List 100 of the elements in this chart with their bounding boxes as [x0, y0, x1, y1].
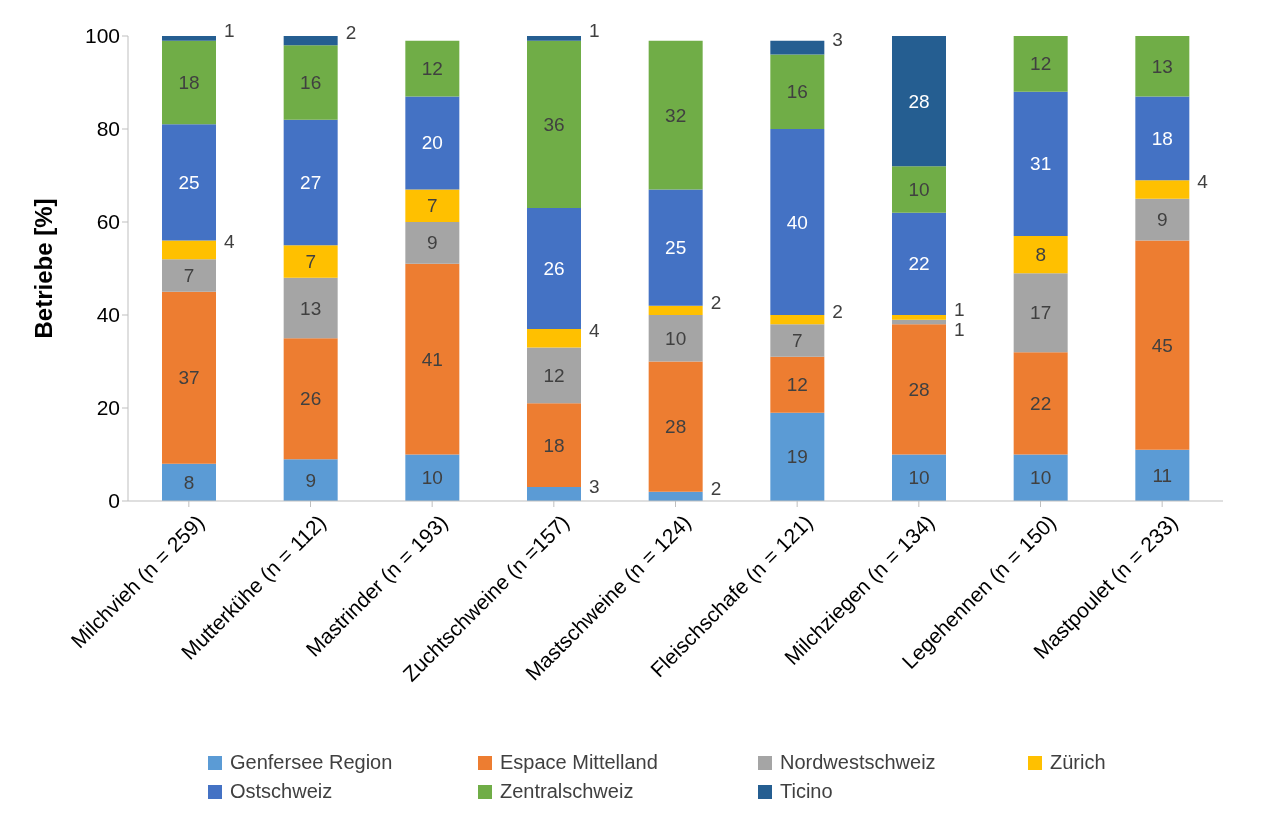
legend-label: Ostschweiz — [230, 780, 333, 803]
data-label: 8 — [183, 471, 195, 493]
data-label: 32 — [665, 104, 687, 126]
bar — [527, 208, 581, 329]
data-label: 16 — [786, 81, 808, 103]
bar — [1013, 352, 1068, 455]
bar — [1135, 96, 1190, 181]
data-label: 2 — [710, 477, 722, 499]
data-label: 10 — [665, 327, 687, 349]
bar — [283, 277, 338, 339]
bar — [283, 338, 338, 460]
data-label: 2 — [345, 22, 357, 44]
data-label: 25 — [665, 237, 687, 259]
bar — [405, 263, 460, 455]
bar — [1013, 454, 1068, 501]
data-label: 3 — [589, 475, 600, 497]
data-label: 7 — [792, 330, 803, 352]
legend-label: Zürich — [1050, 751, 1106, 774]
data-label: 12 — [421, 58, 443, 80]
data-label: 45 — [1151, 334, 1173, 356]
legend-label: Nordwestschweiz — [780, 751, 936, 774]
data-label: 1 — [954, 298, 965, 320]
data-label: 12 — [543, 364, 565, 386]
legend-label: Genfersee Region — [230, 751, 393, 774]
bar — [527, 347, 581, 404]
bar — [405, 189, 460, 222]
bar — [1135, 449, 1190, 501]
bar — [283, 45, 338, 120]
data-label: 7 — [427, 195, 438, 217]
data-label: 26 — [300, 388, 322, 410]
data-label: 7 — [183, 264, 195, 286]
bar — [892, 315, 946, 320]
data-label: 22 — [1030, 392, 1052, 414]
data-label: 3 — [832, 29, 843, 51]
y-axis-title: Betriebe [%] — [29, 198, 57, 339]
y-tick-label: 40 — [96, 303, 120, 327]
bar — [770, 129, 825, 315]
bar — [405, 96, 460, 190]
bar — [162, 36, 216, 41]
legend-label: Ticino — [780, 780, 833, 803]
data-label: 19 — [786, 446, 808, 468]
bar — [162, 259, 216, 292]
bar — [770, 412, 825, 501]
y-tick-label: 100 — [84, 24, 120, 48]
y-tick-label: 20 — [96, 396, 120, 420]
y-tick-label: 80 — [96, 117, 120, 141]
bar — [527, 328, 581, 348]
data-label: 9 — [305, 469, 316, 491]
bar — [162, 124, 216, 241]
bar — [1013, 91, 1068, 236]
bar — [770, 324, 825, 357]
data-label: 2 — [710, 291, 722, 313]
bar — [283, 36, 338, 46]
bar — [527, 487, 581, 501]
bar — [892, 36, 946, 167]
data-label: 1 — [224, 19, 235, 41]
bar — [162, 240, 216, 260]
data-label: 1 — [589, 19, 600, 41]
data-label: 9 — [1157, 209, 1168, 231]
data-label: 17 — [1030, 302, 1052, 324]
data-label: 1 — [954, 319, 965, 341]
data-label: 28 — [908, 90, 930, 112]
data-label: 11 — [1152, 464, 1173, 486]
data-label: 10 — [908, 467, 930, 489]
bar — [1135, 240, 1190, 450]
bar — [283, 245, 338, 278]
bar — [648, 189, 703, 306]
data-label: 18 — [1151, 127, 1173, 149]
data-label: 25 — [178, 171, 200, 193]
legend-label: Zentralschweiz — [500, 780, 634, 803]
data-label: 4 — [1197, 170, 1209, 192]
data-label: 27 — [300, 171, 322, 193]
bar — [1135, 36, 1190, 97]
bar — [405, 40, 460, 97]
data-label: 37 — [178, 367, 200, 389]
data-label: 10 — [421, 467, 443, 489]
bar — [770, 356, 825, 413]
bar — [648, 305, 703, 315]
data-label: 18 — [543, 434, 565, 456]
data-label: 26 — [543, 258, 565, 279]
data-label: 31 — [1030, 153, 1052, 175]
bar — [770, 315, 825, 325]
data-label: 40 — [786, 211, 808, 233]
bar — [770, 40, 825, 55]
data-label: 10 — [908, 178, 930, 200]
bar — [770, 54, 825, 129]
y-tick-label: 0 — [108, 489, 120, 513]
data-label: 36 — [543, 113, 565, 135]
bar — [527, 40, 581, 209]
data-label: 28 — [665, 416, 687, 438]
bar — [1013, 273, 1068, 353]
data-label: 12 — [786, 374, 808, 396]
data-label: 28 — [908, 378, 930, 400]
bar — [283, 459, 338, 501]
y-tick-label: 60 — [96, 210, 120, 234]
bar — [892, 212, 946, 315]
bar — [527, 36, 581, 41]
bar — [892, 324, 946, 455]
data-label: 20 — [421, 132, 443, 154]
bar — [527, 403, 581, 488]
